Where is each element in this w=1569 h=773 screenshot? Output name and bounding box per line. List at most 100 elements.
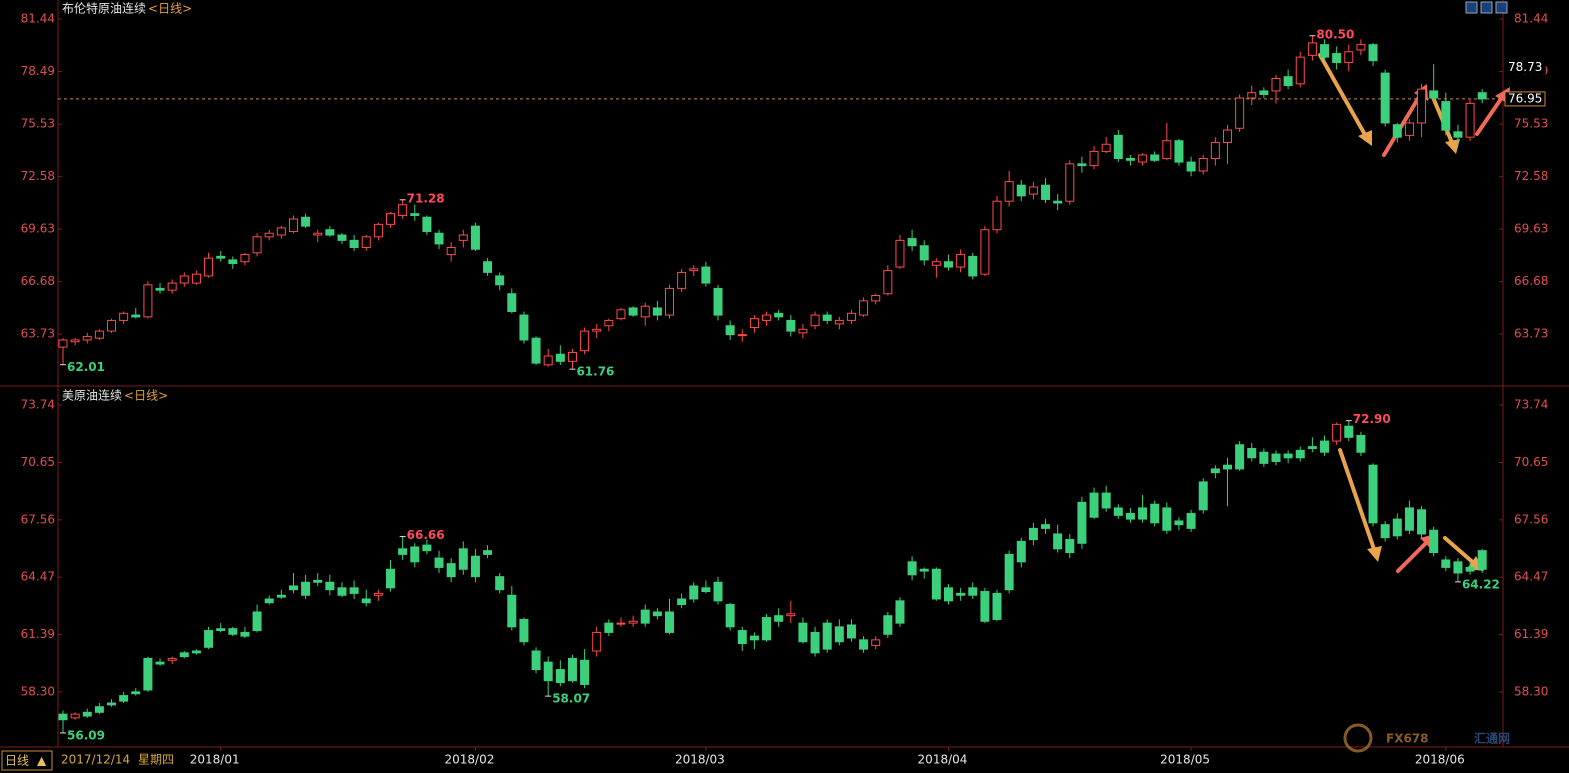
- candle-body: [737, 334, 747, 337]
- y-tick-label: 78.49: [21, 64, 55, 78]
- candle-body: [737, 630, 747, 645]
- candle-body: [1089, 492, 1099, 518]
- candle-body: [919, 568, 929, 572]
- candle-body: [1125, 513, 1135, 520]
- candle-body: [640, 609, 650, 624]
- candle-body: [786, 319, 796, 332]
- candle-body: [434, 557, 444, 568]
- low-label: 64.22: [1462, 577, 1500, 591]
- candle-body: [398, 204, 408, 216]
- candle-body: [82, 711, 92, 717]
- candle-body: [313, 232, 323, 236]
- candle-body: [240, 631, 250, 637]
- x-tick-label: 2018/04: [918, 753, 968, 767]
- candle-body: [871, 639, 881, 646]
- candle-body: [677, 598, 687, 606]
- candle-body: [931, 261, 941, 266]
- candle-body: [580, 330, 590, 352]
- y-tick-label-right: 58.30: [1514, 684, 1548, 698]
- y-tick-label: 67.56: [21, 512, 55, 526]
- candle-body: [931, 568, 941, 600]
- candle-body: [434, 232, 444, 245]
- candle-body: [1295, 449, 1305, 459]
- candle-body: [956, 254, 966, 268]
- candle-body: [1259, 90, 1269, 95]
- candle-body: [701, 266, 711, 284]
- candle-body: [665, 611, 674, 633]
- candle-body: [567, 657, 577, 682]
- candle-body: [1016, 184, 1026, 197]
- period-button[interactable]: [1, 750, 53, 771]
- candle-body: [1465, 566, 1475, 572]
- y-tick-label-right: 63.73: [1514, 327, 1548, 341]
- candle-body: [1186, 161, 1196, 172]
- candle-body: [1162, 140, 1172, 160]
- candle-body: [713, 581, 723, 602]
- candle-body: [216, 628, 226, 632]
- candle-body: [1417, 509, 1427, 535]
- candle-body: [1198, 481, 1208, 511]
- candle-body: [1004, 553, 1014, 591]
- arrow: [1318, 53, 1370, 142]
- candle-body: [143, 657, 153, 691]
- status-bar: 日线 ▲ 2017/12/14 星期四: [1, 750, 174, 771]
- cursor-weekday: 星期四: [138, 753, 174, 767]
- candle-body: [1307, 42, 1317, 56]
- candle-body: [143, 284, 153, 318]
- candle-body: [228, 259, 238, 264]
- candle-body: [119, 312, 129, 321]
- candle-body: [883, 615, 893, 635]
- candle-body: [458, 234, 468, 241]
- y-tick-label: 81.44: [21, 12, 55, 26]
- candle-body: [1077, 501, 1087, 544]
- candle-body: [446, 563, 456, 578]
- candle-body: [871, 295, 881, 302]
- candle-body: [167, 657, 177, 661]
- candle-body: [701, 587, 711, 593]
- low-label: 61.76: [576, 365, 614, 379]
- icon[interactable]: [1495, 1, 1508, 14]
- candle-body: [1404, 507, 1414, 531]
- candle-body: [373, 592, 383, 596]
- candle-body: [386, 568, 396, 589]
- candle-body: [216, 255, 226, 259]
- candle-body: [1344, 425, 1354, 438]
- candle-body: [1150, 503, 1160, 524]
- candle-body: [1380, 72, 1390, 124]
- candle-body: [1053, 200, 1063, 204]
- candle-body: [1138, 507, 1148, 520]
- candle-body: [774, 615, 784, 622]
- candle-body: [204, 630, 214, 648]
- candle-body: [810, 314, 820, 327]
- candle-body: [1247, 447, 1257, 459]
- y-tick-label-right: 81.44: [1514, 12, 1548, 26]
- candle-body: [725, 325, 735, 336]
- candle-body: [859, 639, 869, 650]
- candle-body: [1210, 468, 1220, 474]
- candle-body: [1441, 101, 1451, 131]
- candle-body: [1392, 518, 1402, 537]
- candle-body: [313, 579, 323, 583]
- period-arrow[interactable]: ▲: [37, 754, 47, 768]
- watermark-name: 汇通网: [1474, 731, 1510, 746]
- candle-body: [798, 328, 808, 334]
- candle-body: [155, 661, 165, 665]
- candle-body: [834, 319, 844, 325]
- period-label[interactable]: 日线: [5, 754, 29, 768]
- candle-body: [689, 585, 699, 600]
- candle-body: [119, 695, 129, 702]
- candle-body: [58, 339, 68, 348]
- arrow: [1443, 536, 1478, 567]
- toolbar-icons[interactable]: [1465, 1, 1508, 14]
- candle-body: [82, 335, 92, 341]
- candle-body: [1295, 56, 1305, 85]
- candle-body: [94, 330, 104, 339]
- icon[interactable]: [1465, 1, 1478, 14]
- candle-body: [859, 300, 869, 316]
- candle-body: [531, 650, 541, 671]
- candle-body: [410, 546, 420, 563]
- candle-body: [628, 620, 638, 624]
- y-tick-label: 61.39: [21, 627, 55, 641]
- icon[interactable]: [1480, 1, 1493, 14]
- candle-body: [276, 227, 286, 236]
